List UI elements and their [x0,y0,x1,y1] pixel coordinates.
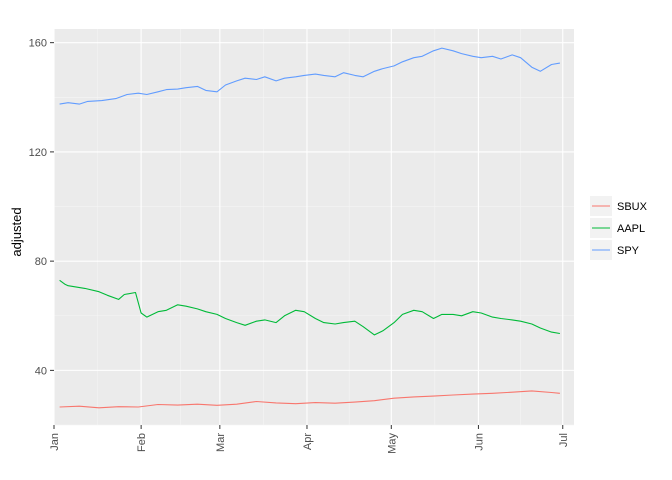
x-tick-label: Apr [302,433,314,450]
y-tick-label: 40 [35,365,47,377]
grid-lines [53,29,574,426]
legend: SBUX AAPL SPY [590,196,648,260]
series-line-sbux [59,390,560,409]
y-axis-title: adjusted [9,207,24,256]
plot-panel [54,29,574,425]
axes: 40 80 120 160 Jan Feb Mar Apr May Jun Jul [29,38,570,454]
legend-label-aapl: AAPL [617,223,645,235]
series-line-aapl [59,279,560,336]
y-tick-label: 80 [35,256,47,268]
y-tick-label: 120 [29,147,47,159]
plot-background [54,29,574,425]
legend-label-sbux: SBUX [617,201,648,213]
x-tick-label: Mar [215,433,227,452]
x-tick-label: Feb [136,433,148,452]
legend-label-spy: SPY [617,245,640,257]
x-tick-label: May [386,433,398,454]
series-line-spy [59,47,560,105]
x-tick-label: Jun [473,433,485,451]
y-tick-label: 160 [29,38,47,50]
series-lines [59,47,560,409]
x-tick-label: Jan [49,433,61,451]
x-tick-label: Jul [558,433,570,447]
